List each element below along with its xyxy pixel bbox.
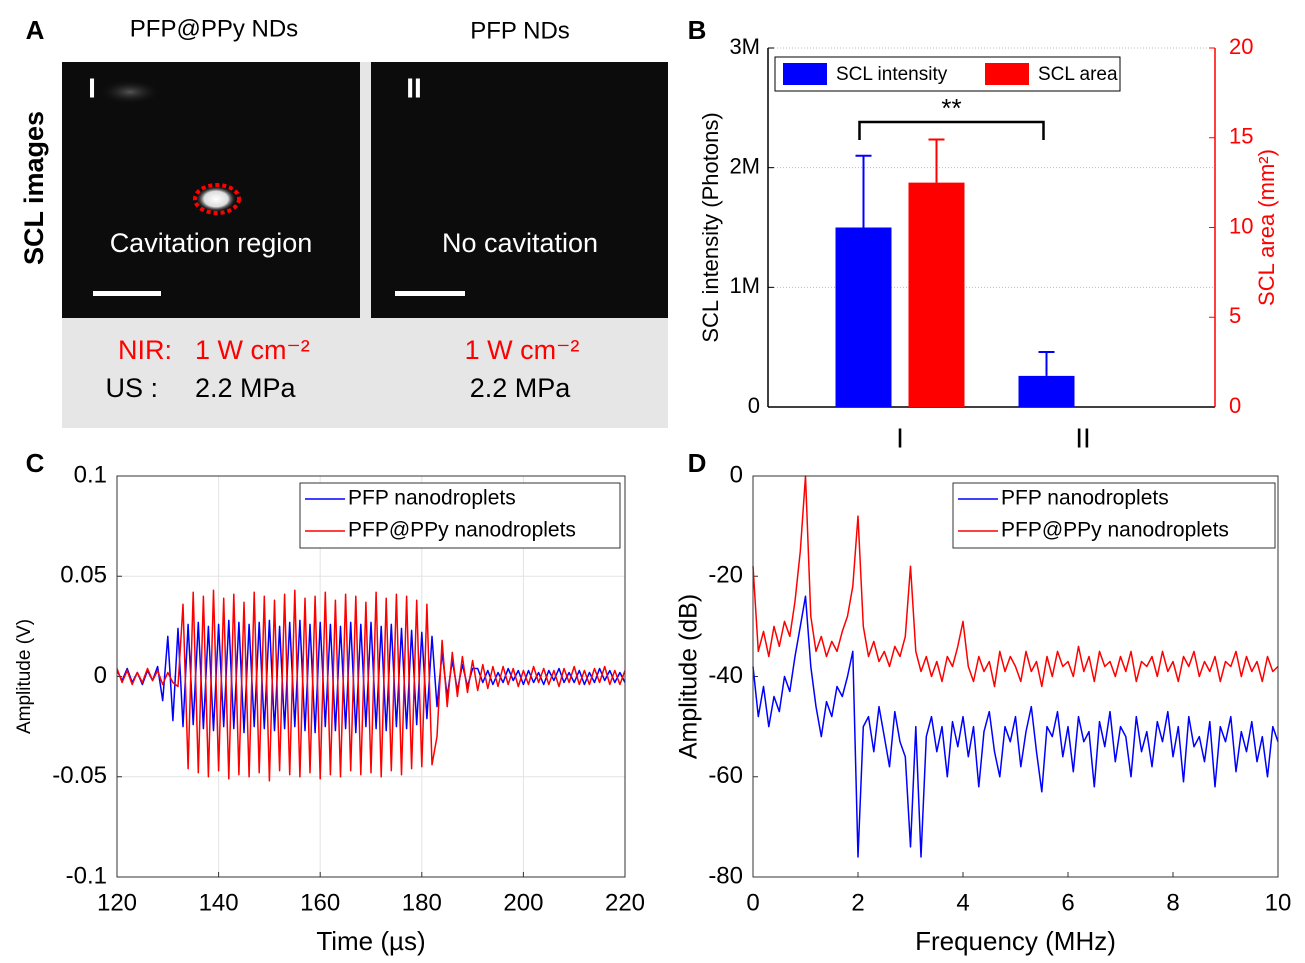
- legend-swatch: [783, 63, 827, 85]
- x-tick-label: 10: [1265, 889, 1292, 916]
- x-tick-label: 160: [300, 889, 340, 916]
- us-label: US :: [105, 373, 158, 403]
- legend-label: PFP@PPy nanodroplets: [1001, 519, 1229, 542]
- x-tick-label: 220: [605, 889, 645, 916]
- us-value: 2.2 MPa: [195, 373, 297, 403]
- x-tick-label: 180: [402, 889, 442, 916]
- x-tick-label: I: [896, 422, 904, 453]
- legend-box: [952, 482, 1276, 549]
- y-axis-title: SCL intensity (Photons): [698, 112, 723, 342]
- legend-box: [299, 482, 621, 549]
- bar: [835, 227, 892, 407]
- y2-axis-title: SCL area (mm²): [1254, 149, 1279, 306]
- panel-label: C: [26, 448, 45, 478]
- y2-tick-label: 15: [1229, 124, 1253, 149]
- image-label: II: [406, 72, 422, 103]
- y-tick-label: -0.1: [66, 862, 107, 889]
- column-title: PFP NDs: [470, 17, 570, 44]
- legend-box: [774, 56, 1121, 92]
- y-tick-label: 0: [730, 461, 743, 488]
- y-tick-label: -20: [708, 562, 743, 589]
- plot-frame: [116, 475, 626, 878]
- error-bar: [855, 154, 872, 228]
- x-tick-label: 120: [97, 889, 137, 916]
- image-label: I: [88, 72, 96, 103]
- plot-frame: [752, 475, 1279, 878]
- x-tick-label: 2: [851, 889, 864, 916]
- x-tick-label: 8: [1166, 889, 1179, 916]
- column-title: PFP@PPy NDs: [130, 15, 298, 42]
- y-axis-title: Amplitude (dB): [675, 594, 703, 759]
- x-tick-label: 6: [1061, 889, 1074, 916]
- row-label: SCL images: [19, 111, 49, 265]
- line-series: [752, 475, 1279, 688]
- y-tick-label: 0.05: [60, 562, 107, 589]
- error-bar: [1038, 350, 1055, 376]
- y-tick-label: -0.05: [52, 762, 107, 789]
- scale-bar: [93, 291, 161, 296]
- y-tick-label: 1M: [729, 273, 760, 298]
- legend-label: SCL area: [1038, 64, 1118, 85]
- image-caption: Cavitation region: [110, 228, 313, 258]
- y-tick-label: 2M: [729, 153, 760, 178]
- y-tick-label: 0: [94, 662, 107, 689]
- y-tick-label: -60: [708, 762, 743, 789]
- y-tick-label: 0: [748, 393, 760, 418]
- bar: [1018, 375, 1075, 407]
- panel-label: A: [26, 15, 45, 45]
- line-series: [116, 589, 626, 782]
- y-tick-label: 3M: [729, 34, 760, 59]
- y2-tick-label: 20: [1229, 34, 1253, 59]
- y-tick-label: -40: [708, 662, 743, 689]
- nir-label: NIR:: [118, 335, 172, 365]
- x-axis-title: Frequency (MHz): [915, 926, 1116, 956]
- x-tick-label: 0: [746, 889, 759, 916]
- nir-value: 1 W cm⁻²: [465, 335, 580, 365]
- cavitation-spot: [196, 186, 236, 212]
- cavitation-outline: [193, 183, 241, 215]
- x-tick-label: 4: [956, 889, 969, 916]
- error-bar: [928, 138, 945, 183]
- panel-label: B: [688, 15, 707, 45]
- legend-label: PFP@PPy nanodroplets: [348, 519, 576, 542]
- significance-label: **: [941, 93, 961, 123]
- significance-bracket: [858, 120, 1045, 140]
- y2-tick-label: 10: [1229, 213, 1253, 238]
- x-tick-label: II: [1075, 422, 1091, 453]
- panel-label: D: [688, 448, 707, 478]
- legend-swatch: [985, 63, 1029, 85]
- image-caption: No cavitation: [442, 228, 598, 258]
- line-series: [752, 595, 1279, 858]
- image: [371, 62, 668, 318]
- legend-label: PFP nanodroplets: [1001, 487, 1169, 510]
- x-axis-title: Time (µs): [316, 926, 425, 956]
- y-tick-label: 0.1: [74, 461, 107, 488]
- y2-tick-label: 0: [1229, 393, 1241, 418]
- legend-label: SCL intensity: [836, 64, 948, 85]
- y2-tick-label: 5: [1229, 303, 1241, 328]
- scale-bar: [395, 291, 465, 296]
- bar: [908, 182, 965, 407]
- us-value: 2.2 MPa: [470, 373, 572, 403]
- haze: [100, 80, 160, 104]
- y-axis-title: Amplitude (V): [14, 619, 35, 734]
- panel-a: A SCL images PFP@PPy NDs PFP NDs I II Ca…: [19, 15, 668, 428]
- legend-label: PFP nanodroplets: [348, 487, 516, 510]
- x-tick-label: 200: [503, 889, 543, 916]
- x-tick-label: 140: [199, 889, 239, 916]
- nir-value: 1 W cm⁻²: [195, 335, 310, 365]
- y-tick-label: -80: [708, 862, 743, 889]
